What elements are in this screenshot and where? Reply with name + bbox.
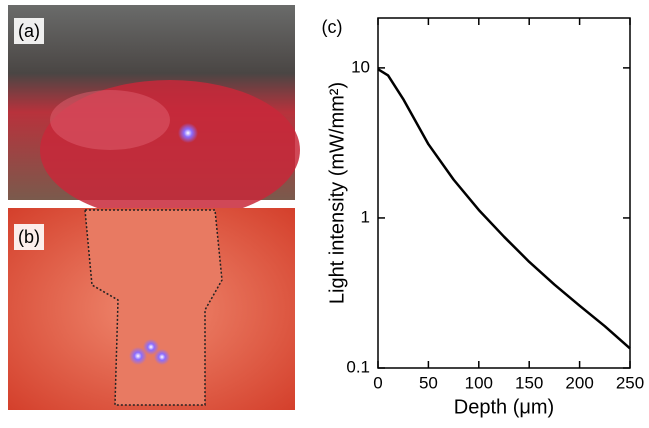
panel-label: (a) xyxy=(18,21,40,41)
x-tick-label: 150 xyxy=(515,373,543,392)
led-glow xyxy=(129,347,147,365)
photo-a: (a) xyxy=(8,5,300,220)
y-axis-label: Light intensity (mW/mm²) xyxy=(326,82,348,304)
y-tick-label: 1 xyxy=(361,207,370,226)
x-tick-label: 200 xyxy=(565,373,593,392)
photo-b: (b) xyxy=(8,208,295,410)
led-glow xyxy=(178,123,198,143)
probe-outline xyxy=(84,209,223,406)
x-tick-label: 0 xyxy=(373,373,382,392)
x-tick-label: 100 xyxy=(465,373,493,392)
y-tick-label: 10 xyxy=(351,57,370,76)
y-tick-label: 0.1 xyxy=(346,357,370,376)
x-axis-label: Depth (μm) xyxy=(454,396,554,418)
panel-label: (c) xyxy=(322,17,343,37)
led-glow xyxy=(143,339,159,355)
led-glow xyxy=(154,349,170,365)
label-bg xyxy=(14,224,44,250)
data-line xyxy=(377,68,631,350)
label-bg xyxy=(14,18,44,44)
panel-label: (b) xyxy=(18,227,40,247)
plot-frame xyxy=(377,17,631,369)
x-tick-label: 50 xyxy=(419,373,438,392)
x-tick-label: 250 xyxy=(616,373,644,392)
highlight xyxy=(50,90,170,150)
